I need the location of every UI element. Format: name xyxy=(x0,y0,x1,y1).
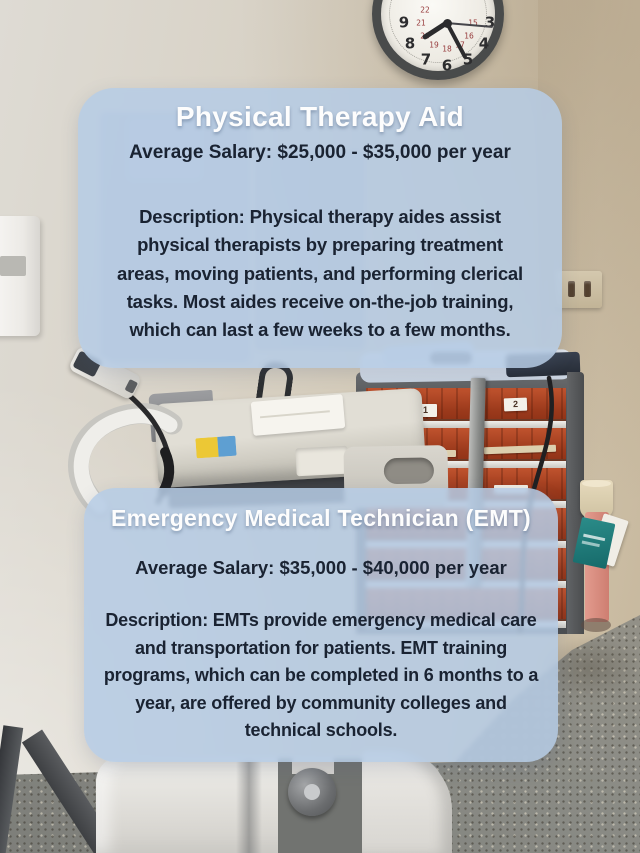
cart-right-post xyxy=(567,372,584,634)
clock-number: 5 xyxy=(462,50,474,69)
clock-number: 6 xyxy=(441,56,453,75)
salary-text: Average Salary: $35,000 - $40,000 per ye… xyxy=(135,557,507,578)
light-switch-toggle xyxy=(584,281,591,297)
clock-number: 9 xyxy=(398,13,410,32)
machine-sticker xyxy=(195,435,237,459)
description-text: Description: EMTs provide emergency medi… xyxy=(103,610,539,741)
clock-number: 7 xyxy=(420,50,432,69)
caster-hub xyxy=(304,784,320,800)
drawer-number-label: 2 xyxy=(503,397,528,412)
clock-24h-number: 21 xyxy=(416,18,426,28)
salary-text: Average Salary: $25,000 - $35,000 per ye… xyxy=(129,142,511,163)
light-switch-toggle xyxy=(568,281,575,297)
clock-24h-number: 18 xyxy=(442,44,452,54)
wall-dispenser xyxy=(0,216,40,336)
clock-24h-number: 16 xyxy=(464,31,474,41)
card-title: Physical Therapy Aid xyxy=(175,101,465,132)
description-text: Description: Physical therapy aides assi… xyxy=(117,206,523,341)
clock-24h-number: 22 xyxy=(420,5,430,15)
info-card-physical-therapy-aid: Physical Therapy Aid Average Salary: $25… xyxy=(78,88,562,368)
drawer-handle xyxy=(366,419,566,428)
clock-number: 8 xyxy=(404,34,416,53)
caster-wheel xyxy=(288,768,336,816)
cart-base-crease xyxy=(236,760,262,853)
clock-24h-number: 19 xyxy=(429,40,439,50)
sticker-blue-half xyxy=(217,435,237,457)
clock-center-hub xyxy=(443,19,452,28)
clock-24h-number: 15 xyxy=(468,18,478,28)
device-handle-slot xyxy=(383,457,435,485)
clock-number: 4 xyxy=(478,34,490,53)
drawer-handle xyxy=(366,459,566,468)
sticker-yellow-half xyxy=(195,436,219,459)
machine-front-slot xyxy=(295,445,349,477)
dispenser-label xyxy=(0,256,26,276)
light-switch-plate xyxy=(555,271,602,308)
info-card-emt: Emergency Medical Technician (EMT) Avera… xyxy=(84,488,558,762)
card-title: Emergency Medical Technician (EMT) xyxy=(110,505,532,531)
wall-cup xyxy=(580,480,613,518)
clock-number: 3 xyxy=(484,13,496,32)
